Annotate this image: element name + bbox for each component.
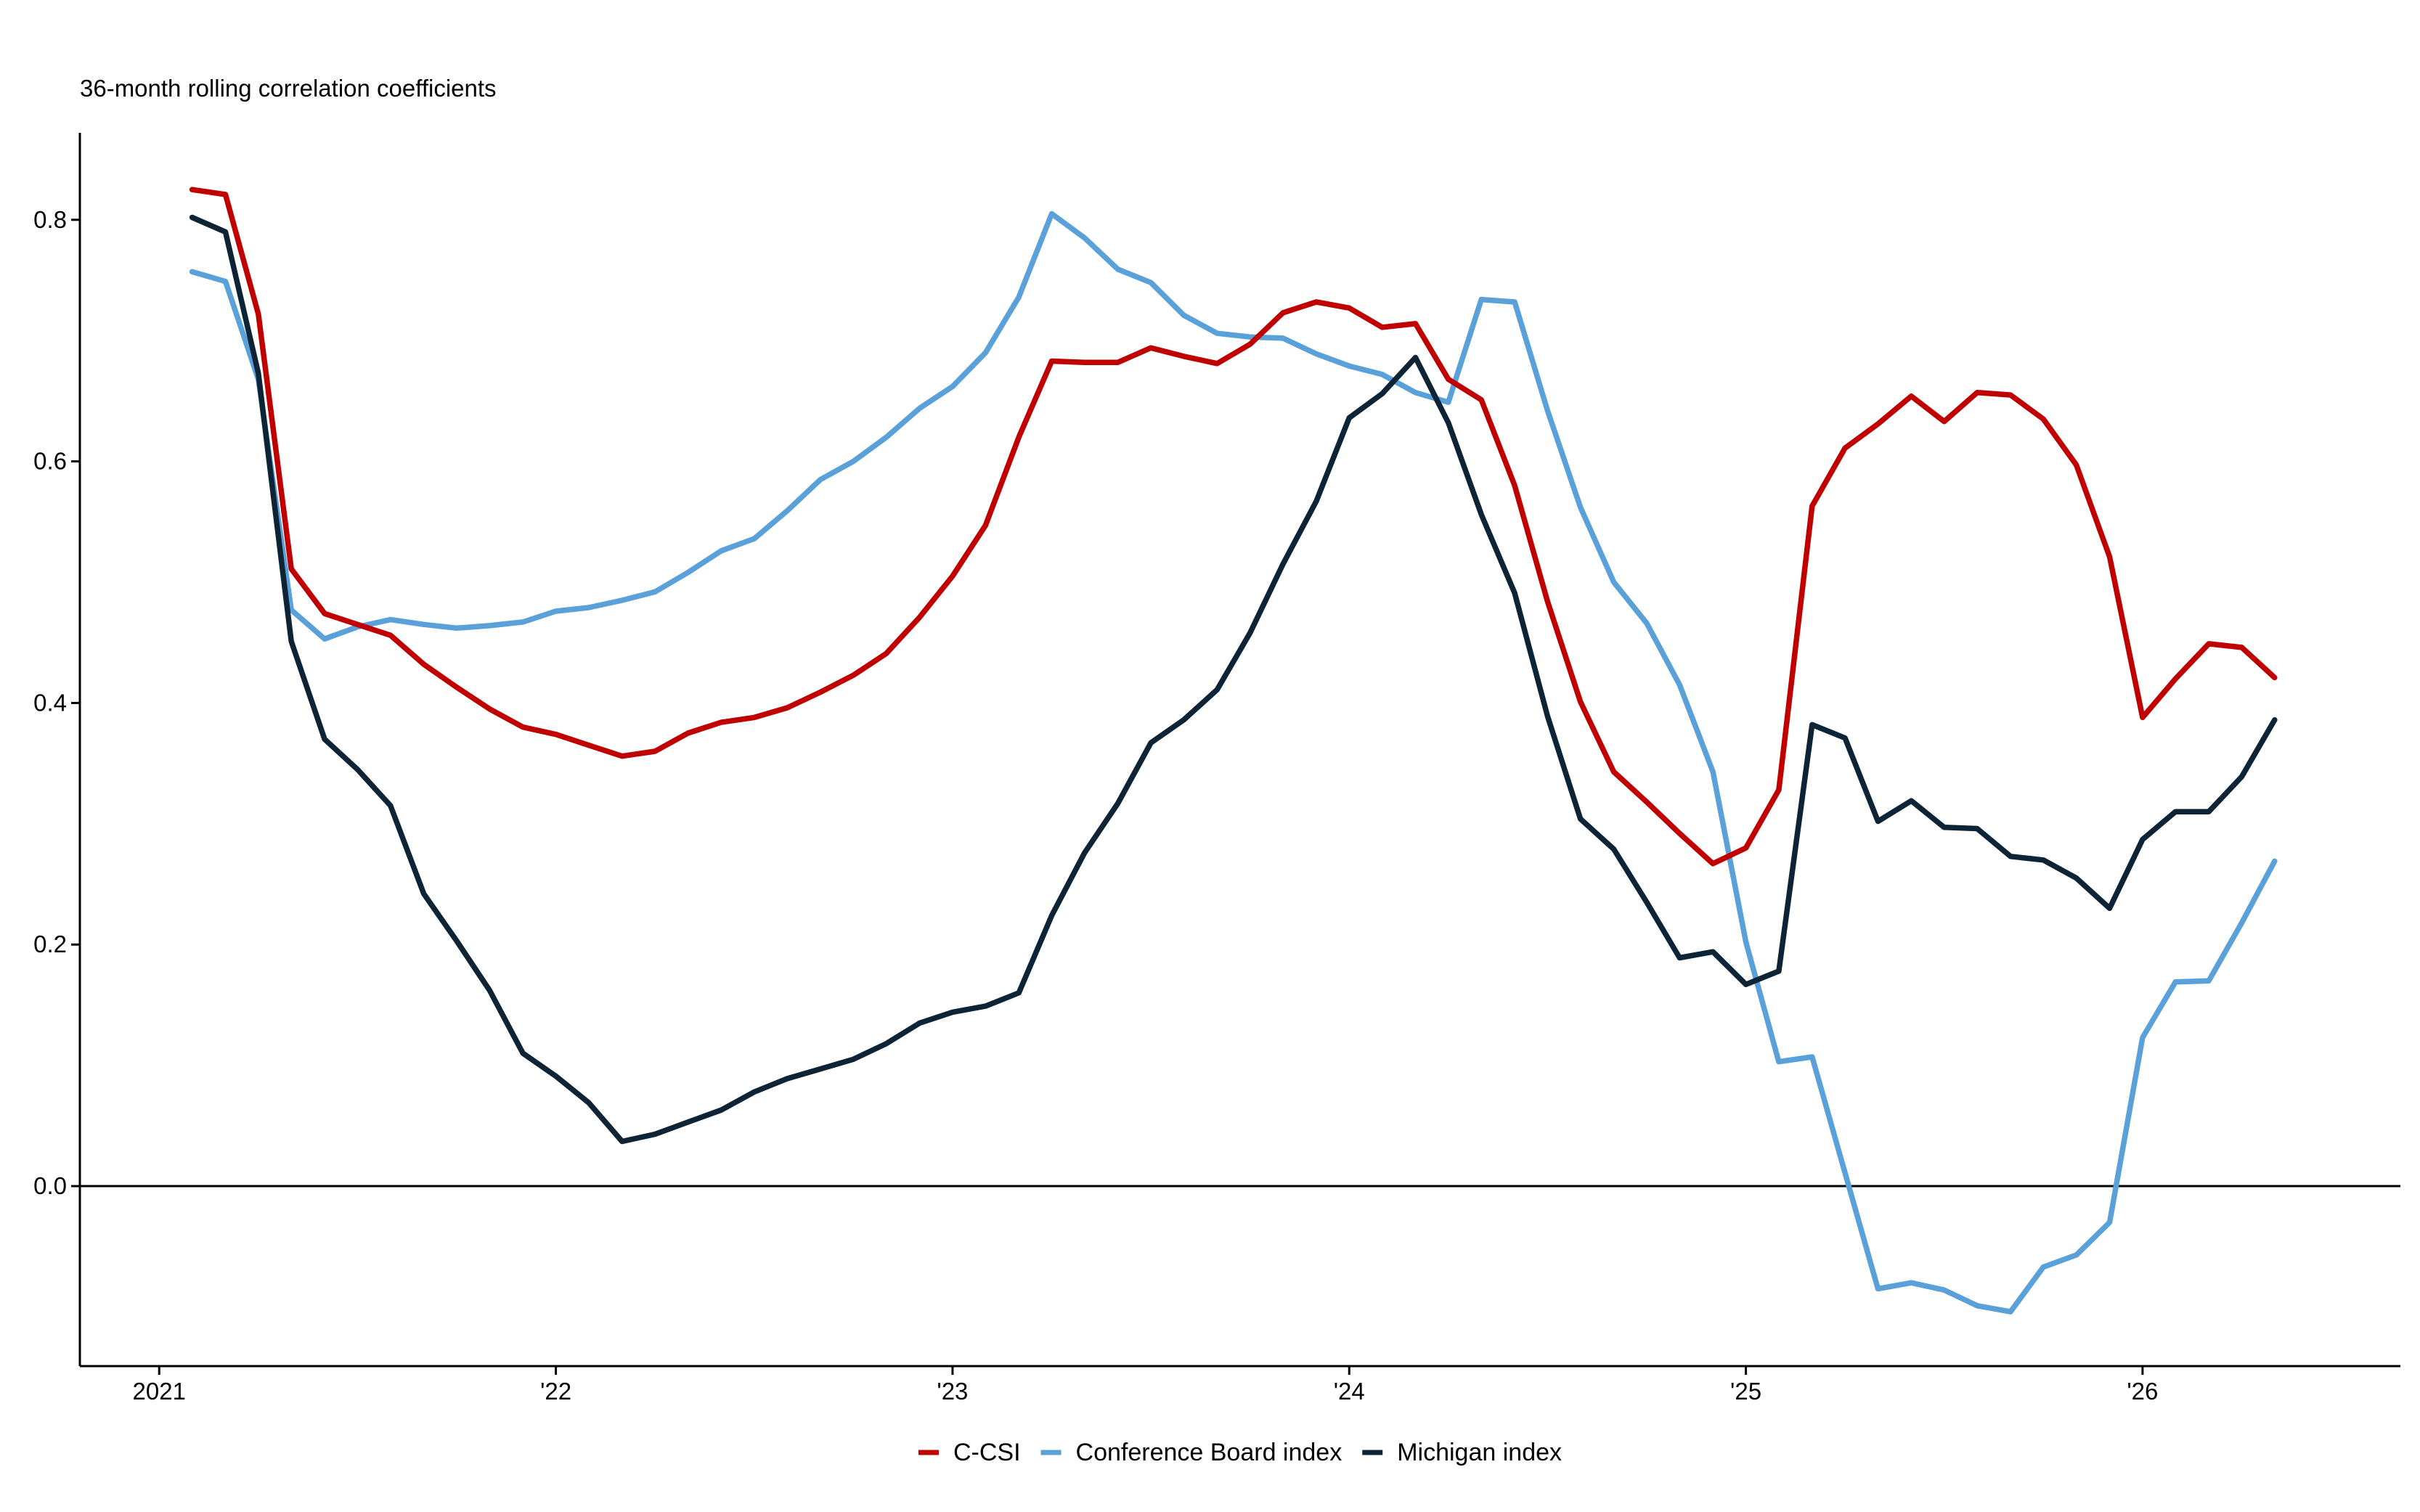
- y-tick-label: 0.6: [33, 448, 67, 475]
- legend-label-conference-board-index: Conference Board index: [1076, 1439, 1343, 1466]
- x-tick-label: 2021: [133, 1378, 186, 1405]
- x-axis-ticks: 2021 '22 '23 '24 '25 '26: [133, 1366, 2158, 1405]
- legend: C-CSI Conference Board index Michigan inde…: [918, 1439, 1562, 1466]
- series-line-conference-board-index: [189, 211, 2278, 1315]
- chart-subtitle: 36-month rolling correlation coefficient…: [80, 75, 497, 102]
- x-tick-label: '22: [540, 1378, 571, 1405]
- series-layer: [189, 187, 2278, 1315]
- y-tick-label: 0.8: [33, 206, 67, 233]
- series-line-michigan-index: [189, 214, 2278, 1145]
- y-tick-label: 0.2: [33, 931, 67, 957]
- series-line-c-csi: [189, 187, 2278, 867]
- y-tick-label: 0.4: [33, 689, 67, 716]
- x-tick-label: '26: [2127, 1378, 2158, 1405]
- legend-label-michigan-index: Michigan index: [1397, 1439, 1562, 1466]
- x-tick-label: '23: [937, 1378, 968, 1405]
- y-tick-label: 0.0: [33, 1172, 67, 1199]
- x-tick-label: '25: [1730, 1378, 1761, 1405]
- x-tick-label: '24: [1334, 1378, 1365, 1405]
- legend-label-c-csi: C-CSI: [953, 1439, 1021, 1466]
- y-axis-ticks: 0.8 0.6 0.4 0.2 0.0: [33, 206, 80, 1199]
